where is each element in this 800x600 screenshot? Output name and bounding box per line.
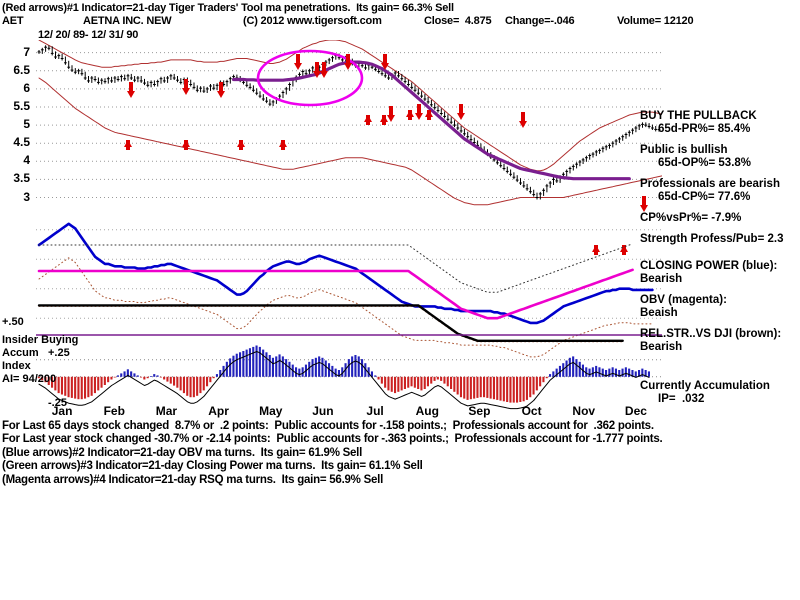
accum-minus25-label: -.25 [48,397,67,409]
red-down-arrow-7 [381,54,389,70]
strength-ratio-value: Strength Profess/Pub= 2.3 [640,233,784,245]
month-label-mar: Mar [155,404,178,418]
ticker-symbol: AET [2,15,24,27]
month-label-jun: Jun [312,404,334,418]
close-price: Close= 4.875 [424,15,492,27]
accumulation-ip-value: IP= .032 [658,393,705,405]
month-label-aug: Aug [415,404,439,418]
month-label-dec: Dec [624,404,647,418]
price-bar-group [37,45,661,200]
accum-plus50-label: +.50 [2,316,24,328]
red-up-arrow-4 [364,115,372,125]
red-down-arrow-11 [519,112,527,128]
y-tick-1: 6.5 [13,62,30,77]
indicator-1-headline: (Red arrows)#1 Indicator=21-day Tiger Tr… [2,2,454,14]
red-down-arrow-3 [294,54,302,70]
footer-line-3: (Blue arrows)#2 Indicator=21-day OBV ma … [2,446,363,459]
accum-label: Accum [2,347,39,359]
accumulation-status-title: Currently Accumulation [640,380,770,392]
y-tick-4: 5 [23,117,30,132]
footer-line-2: For Last year stock changed -30.7% or -2… [2,433,663,446]
red-up-arrow-7 [425,110,433,120]
volume: Volume= 12120 [617,15,694,27]
obv-value: Beaish [640,307,678,319]
red-up-arrow-9 [620,245,628,255]
buy-pullback-ellipse [256,49,364,107]
accumulation-ma-line [38,351,650,410]
red-up-arrow-0 [124,140,132,150]
month-label-jul: Jul [366,404,384,418]
band-line-2 [38,77,662,206]
price-change: Change=-.046 [505,15,575,27]
insider-buying-label: Insider Buying [2,334,79,346]
relstr-value: Bearish [640,341,683,353]
footer-line-5: (Magenta arrows)#4 Indicator=21-day RSQ … [2,473,384,486]
analysis-panel: BUY THE PULLBACK 65d-PR%= 85.4% Public i… [640,110,800,406]
y-tick-3: 5.5 [13,98,30,113]
closing-power-line [37,222,654,325]
band-line-1 [38,40,662,172]
moving-average-line [232,60,631,181]
red-up-arrow-3 [279,140,287,150]
red-up-arrow-5 [380,115,388,125]
public-sentiment-value: 65d-OP%= 53.8% [658,157,752,169]
red-up-arrow-2 [237,140,245,150]
month-label-feb: Feb [103,404,125,418]
obv-title: OBV (magenta): [640,294,727,306]
red-down-arrow-12 [640,196,648,212]
red-down-arrow-8 [387,106,395,122]
month-label-nov: Nov [572,404,596,418]
relstr-dotted-ref [38,257,653,358]
date-range: 12/ 20/ 89- 12/ 31/ 90 [38,29,139,41]
red-down-arrow-2 [217,82,225,98]
month-label-jan: Jan [51,404,73,418]
closing-power-value: Bearish [640,273,683,285]
footer-line-1: For Last 65 days stock changed 8.7% or .… [2,420,654,432]
closing-power-title: CLOSING POWER (blue): [640,260,778,272]
accum-plus25-label: +.25 [48,347,70,359]
month-label-oct: Oct [521,404,542,418]
red-down-arrow-5 [320,62,328,78]
red-down-arrow-1 [182,79,190,95]
public-sentiment-title: Public is bullish [640,144,728,156]
y-tick-2: 6 [23,80,30,95]
cp-vs-pr-value: CP%vsPr%= -7.9% [640,212,742,224]
copyright-notice: (C) 2012 www.tigersoft.com [243,15,382,27]
y-tick-5: 4.5 [13,135,30,150]
obv-line [37,268,634,320]
month-label-sep: Sep [468,404,491,418]
month-label-apr: Apr [208,404,229,418]
pullback-title: BUY THE PULLBACK [640,110,757,122]
red-down-arrow-10 [457,104,465,120]
red-up-arrow-6 [406,110,414,120]
footer-line-4: (Green arrows)#3 Indicator=21-day Closin… [2,460,423,473]
obv-dotted-ref [38,243,634,293]
chart-canvas[interactable] [36,40,662,414]
professional-sentiment-value: 65d-CP%= 77.6% [658,191,751,203]
relstr-title: REL.STR..VS DJI (brown): [640,328,782,340]
pullback-value: 65d-PR%= 85.4% [658,123,751,135]
month-label-may: May [259,404,283,418]
red-up-arrow-8 [592,245,600,255]
red-down-arrow-4 [313,62,321,78]
chart-plot-svg [36,40,662,410]
y-tick-0: 7 [23,44,30,59]
rel-strength-line [37,304,624,342]
month-axis: Jan Feb Mar Apr May Jun Jul Aug Sep Oct Nov Dec [36,404,662,420]
ai-value-label: AI= 94/200 [2,373,57,385]
company-name: AETNA INC. NEW [83,15,172,27]
red-up-arrow-1 [182,140,190,150]
red-down-arrow-9 [415,104,423,120]
red-down-arrow-6 [344,54,352,70]
professional-sentiment-title: Professionals are bearish [640,178,780,190]
y-tick-7: 3.5 [13,171,30,186]
footer-notes: For Last 65 days stock changed 8.7% or .… [2,420,798,487]
red-down-arrow-0 [127,82,135,98]
y-tick-6: 4 [23,153,30,168]
y-tick-8: 3 [23,189,30,204]
index-label: Index [2,360,31,372]
